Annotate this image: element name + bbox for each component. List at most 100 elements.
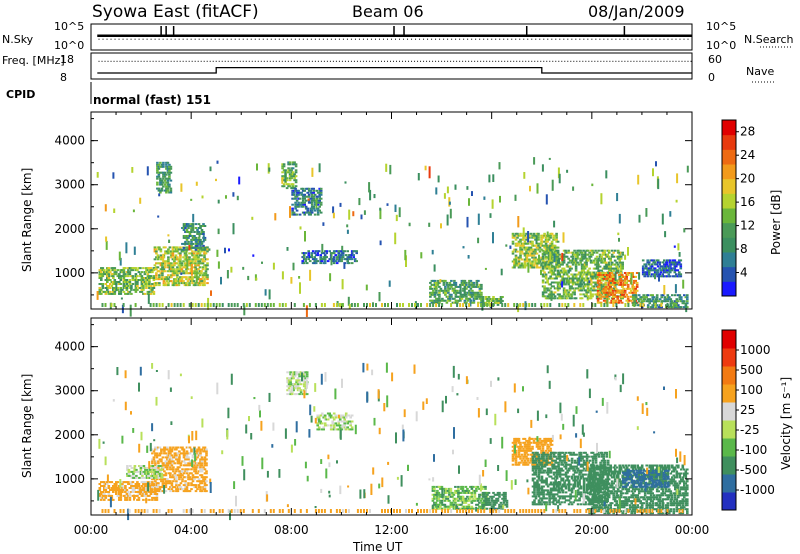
- data-cell: [128, 287, 132, 289]
- data-cell: [125, 496, 129, 499]
- data-cell: [523, 172, 526, 179]
- data-cell: [181, 242, 184, 245]
- data-cell: [191, 276, 194, 279]
- data-cell: [585, 273, 588, 276]
- data-cell: [294, 205, 297, 208]
- data-cell: [203, 460, 207, 463]
- data-cell: [157, 465, 161, 467]
- data-cell: [564, 283, 567, 286]
- data-cell: [668, 298, 671, 301]
- data-cell: [168, 165, 171, 168]
- data-cell: [430, 301, 434, 304]
- data-cell: [525, 242, 528, 245]
- data-cell: [658, 306, 662, 309]
- data-cell: [322, 428, 325, 431]
- data-cell: [583, 283, 587, 286]
- data-cell: [616, 267, 620, 270]
- data-cell: [104, 271, 108, 274]
- data-cell: [188, 258, 191, 261]
- data-cell: [101, 303, 104, 307]
- data-cell: [651, 296, 654, 299]
- data-cell: [142, 281, 145, 283]
- data-cell: [133, 288, 136, 291]
- data-cell: [137, 496, 141, 499]
- data-cell: [292, 383, 295, 386]
- data-cell: [528, 254, 531, 257]
- data-cell: [167, 480, 171, 483]
- nave-point: [284, 60, 286, 62]
- data-cell: [110, 494, 114, 497]
- nsearch-point: [491, 38, 493, 40]
- data-cell: [588, 257, 591, 260]
- data-cell: [182, 456, 186, 459]
- data-cell: [655, 294, 659, 297]
- data-cell: [460, 279, 464, 282]
- data-cell: [571, 251, 575, 254]
- data-cell: [169, 462, 172, 465]
- data-cell: [631, 275, 634, 278]
- data-cell: [200, 231, 204, 233]
- data-cell: [652, 300, 656, 303]
- data-cell: [344, 426, 348, 429]
- data-cell: [110, 489, 114, 491]
- data-cell: [585, 261, 588, 264]
- data-cell: [197, 462, 201, 465]
- data-cell: [285, 171, 289, 174]
- data-cell: [552, 267, 555, 270]
- data-cell: [646, 298, 650, 301]
- data-cell: [668, 296, 671, 299]
- data-cell: [430, 293, 434, 296]
- data-cell: [441, 279, 444, 282]
- data-cell: [200, 462, 204, 465]
- data-cell: [620, 291, 624, 294]
- data-cell: [179, 268, 182, 271]
- data-cell: [154, 464, 157, 467]
- data-cell: [148, 285, 151, 287]
- data-cell: [178, 472, 181, 475]
- data-cell: [202, 246, 205, 249]
- nsearch-point: [150, 38, 152, 40]
- data-cell: [133, 485, 136, 487]
- data-cell: [643, 273, 646, 276]
- data-cell: [319, 256, 322, 259]
- data-cell: [302, 254, 306, 257]
- data-cell: [552, 236, 555, 239]
- data-cell: [161, 448, 165, 451]
- data-cell: [159, 472, 162, 475]
- data-cell: [319, 254, 322, 257]
- data-cell: [564, 303, 567, 307]
- data-cell: [307, 211, 311, 214]
- data-cell: [197, 240, 201, 243]
- data-cell: [125, 271, 129, 274]
- data-cell: [194, 450, 198, 453]
- data-cell: [188, 472, 192, 475]
- data-cell: [599, 274, 603, 276]
- data-cell: [147, 472, 150, 475]
- data-cell: [185, 278, 188, 281]
- data-cell: [552, 281, 555, 284]
- data-cell: [568, 269, 572, 272]
- nsearch-point: [242, 38, 244, 40]
- data-cell: [175, 454, 178, 457]
- data-cell: [294, 201, 297, 204]
- data-cell: [127, 494, 130, 497]
- data-cell: [190, 229, 193, 231]
- data-cell: [139, 465, 143, 467]
- data-cell: [122, 489, 126, 491]
- data-cell: [178, 486, 181, 489]
- nsearch-point: [102, 38, 104, 40]
- data-cell: [298, 191, 302, 194]
- data-cell: [315, 198, 318, 209]
- data-cell: [233, 303, 236, 307]
- data-cell: [454, 285, 458, 288]
- data-cell: [184, 452, 187, 455]
- data-cell: [471, 191, 473, 196]
- data-cell: [331, 252, 334, 255]
- data-cell: [666, 275, 669, 278]
- data-cell: [109, 279, 112, 281]
- data-cell: [151, 288, 154, 291]
- data-cell: [203, 490, 207, 493]
- data-cell: [547, 295, 551, 298]
- data-cell: [576, 279, 579, 282]
- data-cell: [622, 275, 625, 278]
